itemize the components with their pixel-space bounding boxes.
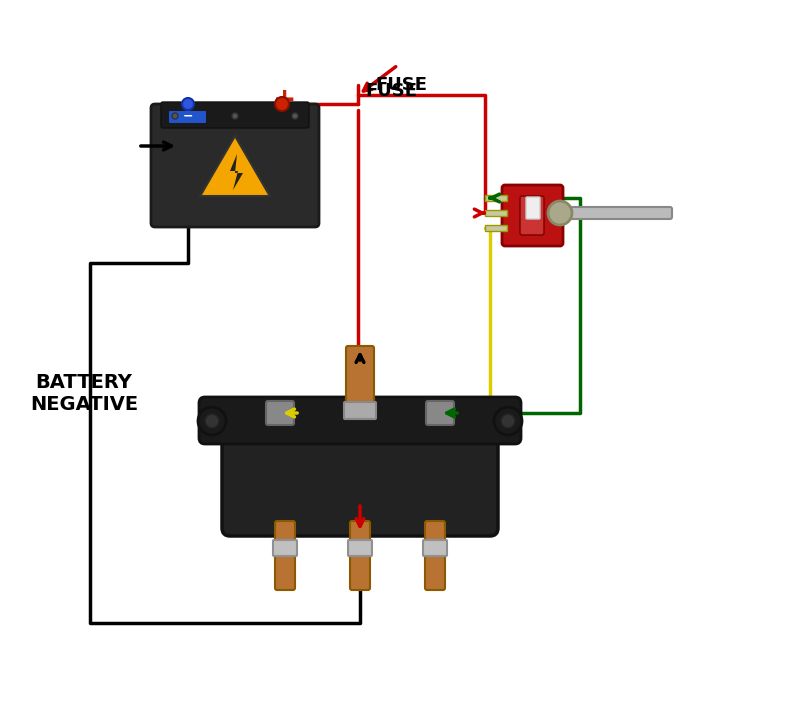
FancyBboxPatch shape	[426, 401, 454, 425]
Circle shape	[205, 414, 219, 428]
Circle shape	[198, 407, 226, 435]
Polygon shape	[200, 136, 270, 196]
Text: −: −	[182, 110, 194, 122]
Text: FUSE: FUSE	[365, 82, 417, 100]
FancyBboxPatch shape	[350, 521, 370, 590]
Bar	[485, 225, 507, 231]
FancyBboxPatch shape	[502, 185, 563, 246]
FancyBboxPatch shape	[161, 102, 309, 128]
FancyBboxPatch shape	[526, 197, 540, 219]
FancyBboxPatch shape	[273, 540, 297, 556]
Circle shape	[501, 414, 515, 428]
Text: +: +	[274, 86, 297, 114]
Bar	[485, 210, 507, 216]
Text: FUSE: FUSE	[375, 76, 427, 94]
FancyBboxPatch shape	[348, 540, 372, 556]
Circle shape	[292, 113, 298, 119]
Circle shape	[182, 98, 194, 110]
FancyBboxPatch shape	[423, 540, 447, 556]
Circle shape	[548, 201, 572, 225]
Circle shape	[232, 113, 238, 119]
FancyBboxPatch shape	[520, 196, 544, 235]
FancyBboxPatch shape	[169, 111, 206, 123]
Polygon shape	[230, 154, 243, 190]
Circle shape	[494, 407, 522, 435]
Bar	[485, 195, 507, 201]
FancyBboxPatch shape	[275, 521, 295, 590]
FancyBboxPatch shape	[346, 346, 374, 410]
Circle shape	[172, 113, 178, 119]
FancyBboxPatch shape	[344, 402, 376, 419]
FancyBboxPatch shape	[266, 401, 294, 425]
FancyBboxPatch shape	[425, 521, 445, 590]
FancyBboxPatch shape	[558, 207, 672, 219]
Text: BATTERY
NEGATIVE: BATTERY NEGATIVE	[30, 373, 138, 413]
FancyBboxPatch shape	[151, 104, 319, 227]
FancyBboxPatch shape	[222, 410, 498, 536]
Circle shape	[275, 97, 289, 111]
FancyBboxPatch shape	[199, 397, 521, 444]
